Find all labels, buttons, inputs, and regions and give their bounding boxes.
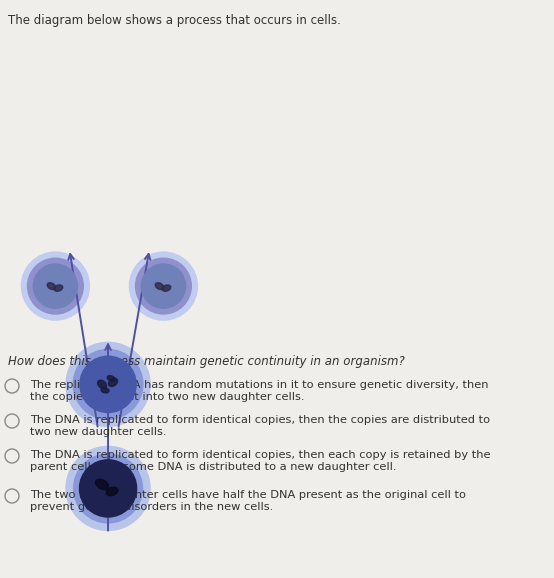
Circle shape bbox=[66, 446, 150, 531]
Ellipse shape bbox=[98, 380, 106, 388]
Ellipse shape bbox=[101, 388, 109, 393]
Ellipse shape bbox=[162, 285, 171, 291]
Circle shape bbox=[141, 264, 186, 308]
Text: The diagram below shows a process that occurs in cells.: The diagram below shows a process that o… bbox=[8, 14, 341, 27]
Ellipse shape bbox=[47, 283, 55, 290]
Circle shape bbox=[66, 342, 150, 427]
Ellipse shape bbox=[155, 283, 163, 290]
Circle shape bbox=[136, 258, 191, 314]
Circle shape bbox=[73, 350, 143, 419]
Text: The replicated DNA has random mutations in it to ensure genetic diversity, then
: The replicated DNA has random mutations … bbox=[30, 380, 489, 402]
Ellipse shape bbox=[109, 379, 117, 387]
Text: How does this process maintain genetic continuity in an organism?: How does this process maintain genetic c… bbox=[8, 355, 405, 368]
Circle shape bbox=[130, 252, 197, 320]
Ellipse shape bbox=[54, 285, 63, 291]
Circle shape bbox=[74, 454, 142, 523]
Circle shape bbox=[80, 356, 136, 413]
Ellipse shape bbox=[107, 376, 115, 381]
Circle shape bbox=[79, 460, 137, 517]
Circle shape bbox=[33, 264, 78, 308]
Ellipse shape bbox=[106, 487, 118, 496]
Circle shape bbox=[22, 252, 89, 320]
Text: The DNA is replicated to form identical copies, then each copy is retained by th: The DNA is replicated to form identical … bbox=[30, 450, 490, 472]
Circle shape bbox=[28, 258, 83, 314]
Ellipse shape bbox=[95, 479, 109, 490]
Text: The two new daughter cells have half the DNA present as the original cell to
pre: The two new daughter cells have half the… bbox=[30, 490, 466, 512]
Text: The DNA is replicated to form identical copies, then the copies are distributed : The DNA is replicated to form identical … bbox=[30, 415, 490, 436]
